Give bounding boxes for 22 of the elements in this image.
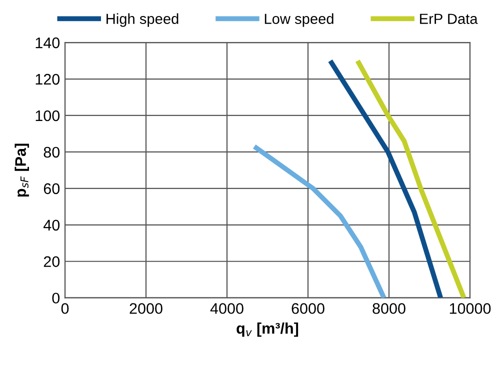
legend-label: Low speed [264, 13, 334, 27]
y-tick-label: 80 [44, 146, 60, 158]
x-tick-label: 6000 [292, 303, 324, 314]
line-series [355, 58, 466, 298]
y-tick-label: 120 [36, 74, 60, 85]
x-tick-label: 8000 [372, 303, 406, 314]
y-tick-label: 20 [44, 256, 60, 268]
x-tick-label: 10000 [450, 303, 491, 314]
x-tick-label: 2000 [130, 303, 162, 314]
y-tick-label: 60 [44, 183, 60, 194]
y-tick-label: 40 [44, 220, 60, 231]
x-tick-label: 0 [61, 303, 69, 314]
legend-label: ErP Data [420, 14, 478, 24]
y-axis-title: p$_{sF}$ [Pa] [14, 144, 29, 197]
line-series [252, 144, 386, 298]
y-tick-label: 140 [36, 37, 60, 48]
y-tick-label: 100 [36, 110, 60, 122]
line-series [328, 58, 444, 298]
legend-label: High speed [106, 13, 178, 27]
y-tick-label: 0 [52, 292, 60, 304]
x-tick-label: 4000 [210, 303, 244, 314]
x-axis-title: q$_{v}$ [m³/h] [236, 322, 298, 337]
